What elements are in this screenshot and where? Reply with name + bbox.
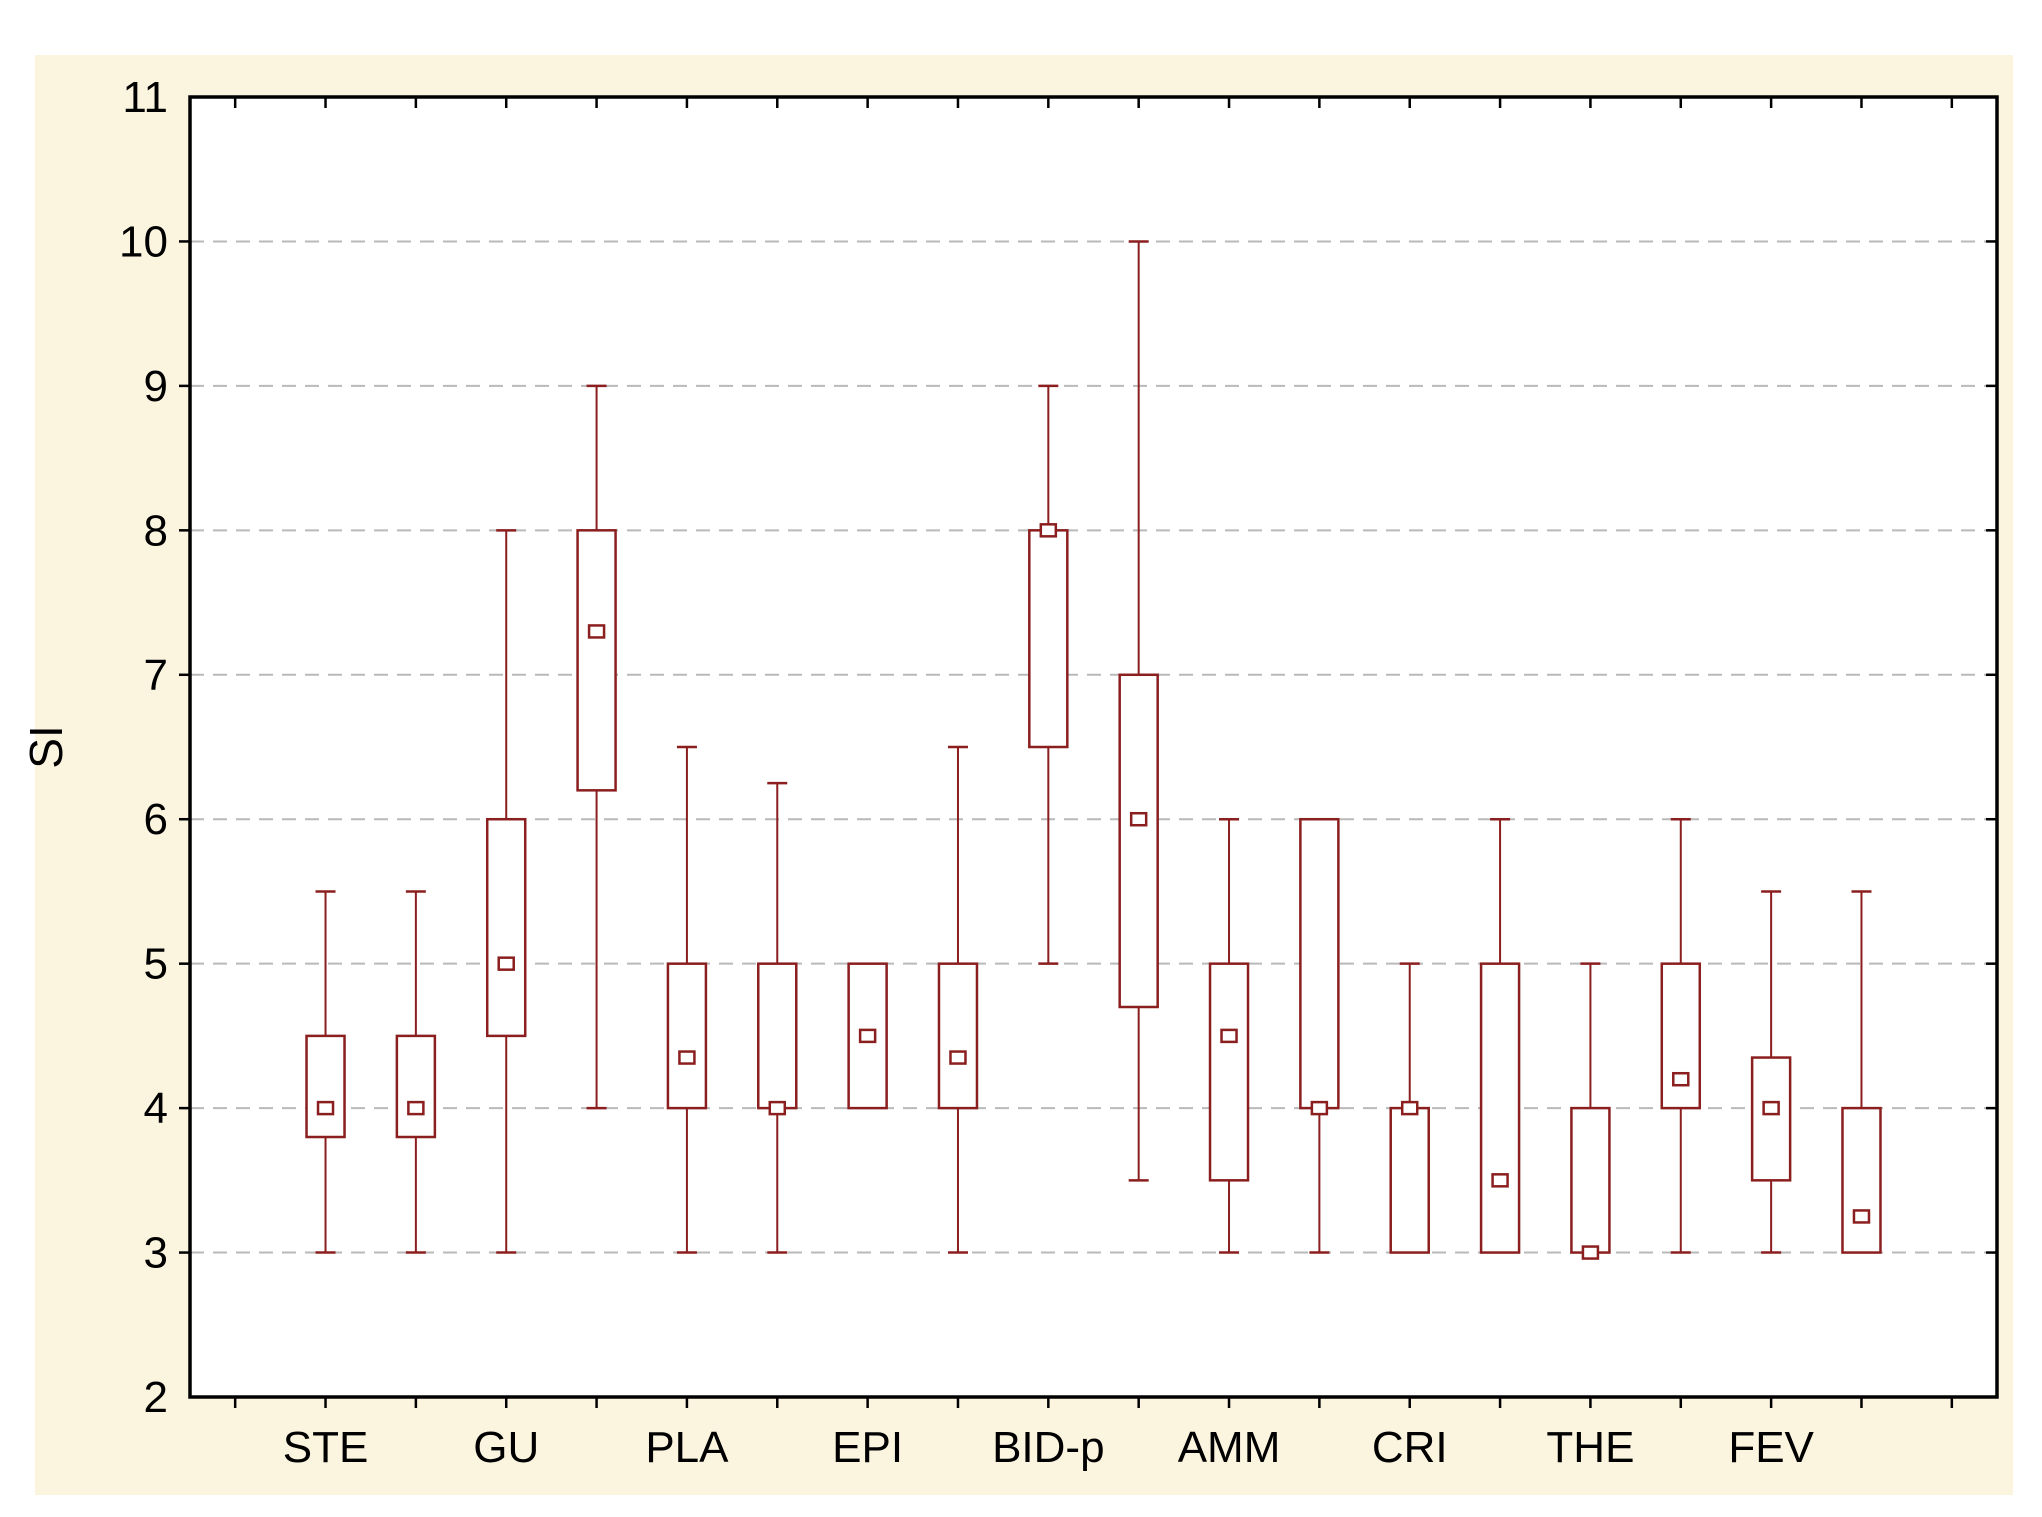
box-group-STE-1 (305, 890, 346, 1254)
y-tick-label-6: 6 (144, 795, 168, 844)
median-marker (407, 1100, 425, 1116)
y-tick-label-4: 4 (144, 1084, 168, 1133)
median-marker (497, 956, 515, 971)
median-marker (316, 1100, 335, 1116)
box-group-PLA-1 (666, 745, 708, 1254)
median-marker (858, 1028, 877, 1044)
box-group-FEV-1 (1750, 890, 1792, 1254)
median-marker (1672, 1071, 1690, 1087)
median-marker (949, 1050, 967, 1065)
plot-area (190, 97, 1997, 1397)
box-group-THE-1 (1570, 962, 1611, 1260)
median-marker (1310, 1100, 1329, 1116)
box-group-EPI-2 (937, 745, 979, 1254)
iqr-box (757, 962, 798, 1110)
box-group-THE-2 (1660, 817, 1702, 1254)
box-group-BID-p-1 (1028, 384, 1069, 965)
median-marker (1491, 1173, 1509, 1188)
iqr-box (576, 529, 617, 792)
box-group-AMM-1 (1208, 817, 1250, 1254)
x-label-CRI: CRI (1372, 1423, 1448, 1472)
y-tick-label-9: 9 (144, 362, 168, 411)
y-axis-title: SI (20, 725, 72, 768)
median-marker (678, 1050, 696, 1065)
median-marker (1762, 1100, 1780, 1116)
median-marker (1852, 1209, 1871, 1224)
iqr-box (1208, 962, 1250, 1182)
y-tick-label-5: 5 (144, 940, 168, 989)
x-label-EPI: EPI (832, 1423, 903, 1472)
median-marker (1581, 1245, 1600, 1260)
chart-render-root: 2 3 4 5 6 7 8 9 10 11 STE GU PLA EPI BID-p AMM CRI THE FEV (35, 55, 2013, 1495)
box-group-PLA-2 (757, 781, 798, 1254)
iqr-box (1028, 529, 1069, 749)
y-tick-label-7: 7 (144, 651, 168, 700)
y-tick-label-2: 2 (144, 1373, 168, 1422)
box-group-BID-p-2 (1118, 240, 1159, 1182)
box-group-GU-2 (576, 384, 617, 1110)
box-group-CRI-2 (1479, 817, 1521, 1254)
y-tick-label-11: 11 (122, 73, 168, 122)
x-label-BID-p: BID-p (992, 1423, 1104, 1472)
x-label-GU: GU (473, 1423, 539, 1472)
iqr-box (1389, 1106, 1430, 1254)
median-marker (768, 1100, 787, 1116)
median-marker (1400, 1100, 1419, 1116)
median-marker (1220, 1028, 1238, 1044)
iqr-box (1841, 1106, 1882, 1254)
iqr-box (305, 1034, 346, 1139)
iqr-box (485, 817, 527, 1038)
x-label-PLA: PLA (645, 1423, 729, 1472)
box-group-FEV-2 (1841, 890, 1882, 1254)
y-tick-label-3: 3 (144, 1229, 168, 1278)
y-tick-label-8: 8 (144, 506, 168, 555)
iqr-box (1299, 817, 1340, 1110)
iqr-box (1570, 1106, 1611, 1254)
x-label-FEV: FEV (1728, 1423, 1814, 1472)
box-group-AMM-2 (1299, 817, 1340, 1254)
iqr-box (937, 962, 979, 1110)
iqr-box (395, 1034, 437, 1139)
x-label-THE: THE (1546, 1423, 1634, 1472)
iqr-box (1118, 673, 1159, 1009)
box-group-EPI-1 (847, 962, 888, 1110)
x-label-AMM: AMM (1178, 1423, 1281, 1472)
box-group-CRI-1 (1389, 962, 1430, 1254)
iqr-box (666, 962, 708, 1110)
iqr-box (1660, 962, 1702, 1110)
box-group-GU-1 (485, 529, 527, 1254)
plot-border (188, 95, 1999, 1399)
median-marker (1039, 523, 1058, 538)
x-label-STE: STE (283, 1423, 369, 1472)
median-marker (1129, 811, 1148, 827)
iqr-box (1479, 962, 1521, 1254)
iqr-box (1750, 1056, 1792, 1182)
median-marker (587, 624, 606, 639)
y-tick-label-10: 10 (119, 217, 168, 266)
box-group-STE-2 (395, 890, 437, 1254)
